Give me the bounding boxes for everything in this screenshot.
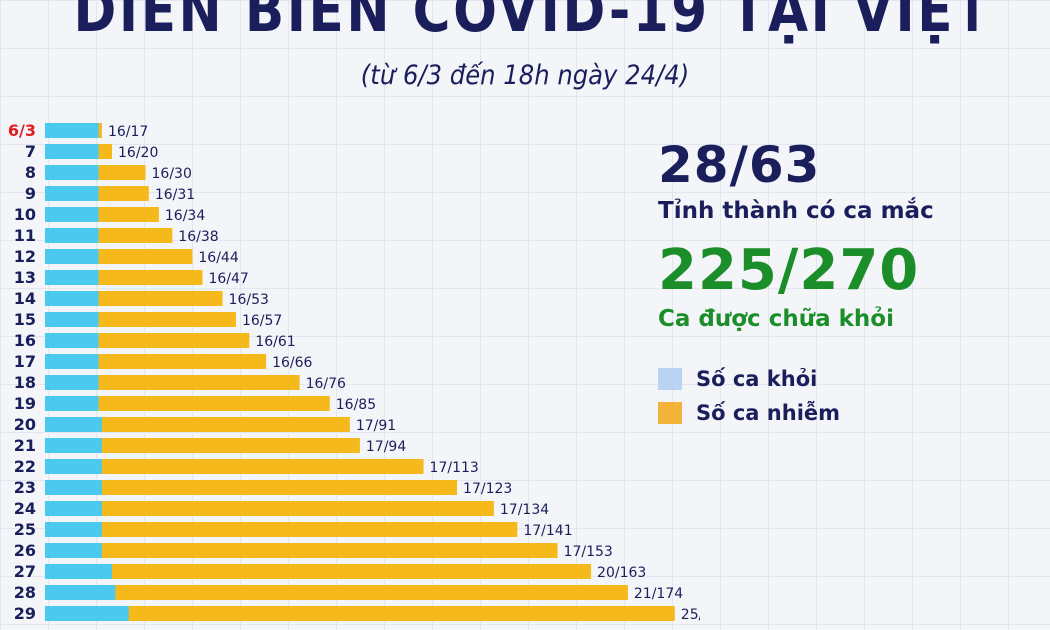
row-label: 25 xyxy=(14,520,36,539)
row-label: 21 xyxy=(14,436,36,455)
recovered-bar xyxy=(45,228,99,243)
row-label: 12 xyxy=(14,247,36,266)
data-label: 16/20 xyxy=(118,145,158,161)
recovered-bar xyxy=(45,249,99,264)
data-label: 16/57 xyxy=(242,313,282,329)
data-label: 16/38 xyxy=(178,229,218,245)
recovered-bar xyxy=(45,354,99,369)
recovered-bar xyxy=(45,165,99,180)
row-label: 28 xyxy=(14,583,36,602)
recovered-bar xyxy=(45,585,116,600)
infected-bar xyxy=(45,354,267,369)
recovered-bar xyxy=(45,123,99,138)
row-label: 8 xyxy=(25,163,36,182)
infected-bar xyxy=(45,564,592,579)
recovered-bar xyxy=(45,480,102,495)
data-label: 16/30 xyxy=(152,166,192,182)
data-label: 17/123 xyxy=(463,481,512,497)
legend-item-recovered: Số ca khỏi xyxy=(658,362,840,396)
data-label: 17/134 xyxy=(500,502,549,518)
row-label: 6/3 xyxy=(8,121,36,140)
recovered-bar xyxy=(45,270,99,285)
recovered-bar xyxy=(45,606,129,621)
legend-label-infected: Số ca nhiễm xyxy=(696,401,841,425)
legend-swatch-recovered xyxy=(658,368,682,390)
infected-bar xyxy=(45,480,458,495)
row-label: 10 xyxy=(14,205,36,224)
row-label: 7 xyxy=(25,142,36,161)
data-label: 16/66 xyxy=(272,355,312,371)
infected-bar xyxy=(45,375,300,390)
recovered-bar xyxy=(45,417,102,432)
recovered-bar xyxy=(45,144,99,159)
data-label: 17/91 xyxy=(356,418,396,434)
legend-swatch-infected xyxy=(658,402,682,424)
row-label: 18 xyxy=(14,373,36,392)
data-label: 17/153 xyxy=(564,544,613,560)
recovered-bar xyxy=(45,459,102,474)
infected-bar xyxy=(45,459,424,474)
row-label: 27 xyxy=(14,562,36,581)
recovered-bar xyxy=(45,501,102,516)
data-label: 16/61 xyxy=(255,334,295,350)
recovered-bar xyxy=(45,543,102,558)
data-label: 25/188 xyxy=(681,607,700,623)
infected-bar xyxy=(45,501,494,516)
data-label: 17/94 xyxy=(366,439,406,455)
infected-bar xyxy=(45,585,628,600)
data-label: 16/76 xyxy=(306,376,346,392)
recovered-count: 225/270 xyxy=(658,238,920,303)
row-label: 9 xyxy=(25,184,36,203)
row-label: 24 xyxy=(14,499,36,518)
data-label: 16/85 xyxy=(336,397,376,413)
legend-item-infected: Số ca nhiễm xyxy=(658,396,840,430)
row-label: 29 xyxy=(14,604,36,623)
data-label: 17/141 xyxy=(523,523,572,539)
infected-bar xyxy=(45,543,558,558)
recovered-bar xyxy=(45,291,99,306)
data-label: 16/44 xyxy=(198,250,238,266)
row-label: 17 xyxy=(14,352,36,371)
page-subtitle: (từ 6/3 đến 18h ngày 24/4) xyxy=(360,60,690,91)
row-label: 26 xyxy=(14,541,36,560)
page-title: DIỄN BIẾN COVID-19 TẠI VIỆT NAM xyxy=(73,0,977,46)
data-label: 16/53 xyxy=(229,292,269,308)
row-label: 16 xyxy=(14,331,36,350)
row-label: 13 xyxy=(14,268,36,287)
provinces-count: 28/63 xyxy=(658,136,821,194)
infected-bar xyxy=(45,417,350,432)
infected-bar xyxy=(45,438,360,453)
data-label: 16/31 xyxy=(155,187,195,203)
recovered-bar xyxy=(45,312,99,327)
data-label: 21/174 xyxy=(634,586,683,602)
recovered-bar xyxy=(45,564,112,579)
data-label: 16/34 xyxy=(165,208,205,224)
row-label: 19 xyxy=(14,394,36,413)
row-label: 20 xyxy=(14,415,36,434)
bar-chart: 6/3 16/17 7 16/20 8 16/30 9 16/31 10 16/34 11 16/38… xyxy=(8,121,700,623)
recovered-label: Ca được chữa khỏi xyxy=(658,306,894,332)
chart-legend: Số ca khỏi Số ca nhiễm xyxy=(658,362,840,430)
row-label: 11 xyxy=(14,226,36,245)
row-label: 14 xyxy=(14,289,36,308)
infected-bar xyxy=(45,396,330,411)
recovered-bar xyxy=(45,375,99,390)
recovered-bar xyxy=(45,207,99,222)
data-label: 20/163 xyxy=(597,565,646,581)
recovered-bar xyxy=(45,522,102,537)
recovered-bar xyxy=(45,186,99,201)
data-label: 17/113 xyxy=(430,460,479,476)
recovered-bar xyxy=(45,396,99,411)
legend-label-recovered: Số ca khỏi xyxy=(696,367,818,391)
data-label: 16/47 xyxy=(208,271,248,287)
data-label: 16/17 xyxy=(108,124,148,140)
provinces-label: Tỉnh thành có ca mắc xyxy=(658,198,934,224)
recovered-bar xyxy=(45,438,102,453)
infected-bar xyxy=(45,606,675,621)
row-label: 22 xyxy=(14,457,36,476)
row-label: 23 xyxy=(14,478,36,497)
recovered-bar xyxy=(45,333,99,348)
row-label: 15 xyxy=(14,310,36,329)
infected-bar xyxy=(45,522,518,537)
